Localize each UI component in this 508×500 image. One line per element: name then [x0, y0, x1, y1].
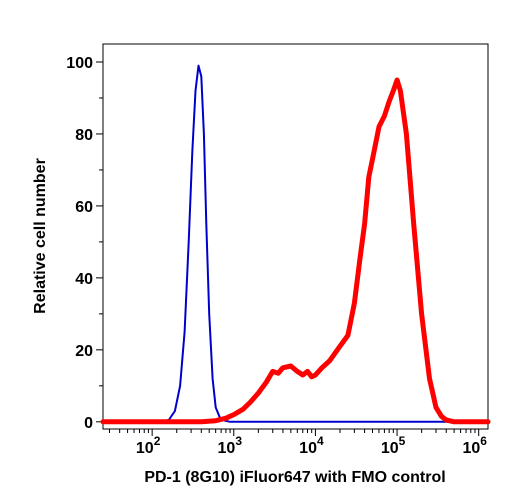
y-tick-label: 60	[75, 199, 93, 216]
x-axis-title: PD-1 (8G10) iFluor647 with FMO control	[144, 469, 445, 486]
y-tick-label: 80	[75, 127, 93, 144]
y-tick-label: 40	[75, 271, 93, 288]
plot-frame	[102, 43, 489, 430]
x-axis: 102 103 104 105 106	[108, 429, 487, 457]
x-tick-label: 105	[381, 434, 406, 457]
y-tick-label: 20	[75, 343, 93, 360]
x-tick-label: 103	[218, 434, 243, 457]
series-layer	[100, 64, 491, 425]
pd1-stained-line	[100, 77, 491, 425]
y-tick-label: 0	[84, 415, 93, 432]
x-tick-label: 104	[299, 434, 324, 457]
x-tick-label: 102	[136, 434, 161, 457]
y-tick-label: 100	[66, 55, 93, 72]
y-axis-title: Relative cell number	[32, 158, 49, 314]
fmo-control-line	[102, 64, 489, 423]
y-axis: 0 20 40 60 80 100	[66, 55, 103, 432]
x-tick-label: 106	[462, 434, 487, 457]
